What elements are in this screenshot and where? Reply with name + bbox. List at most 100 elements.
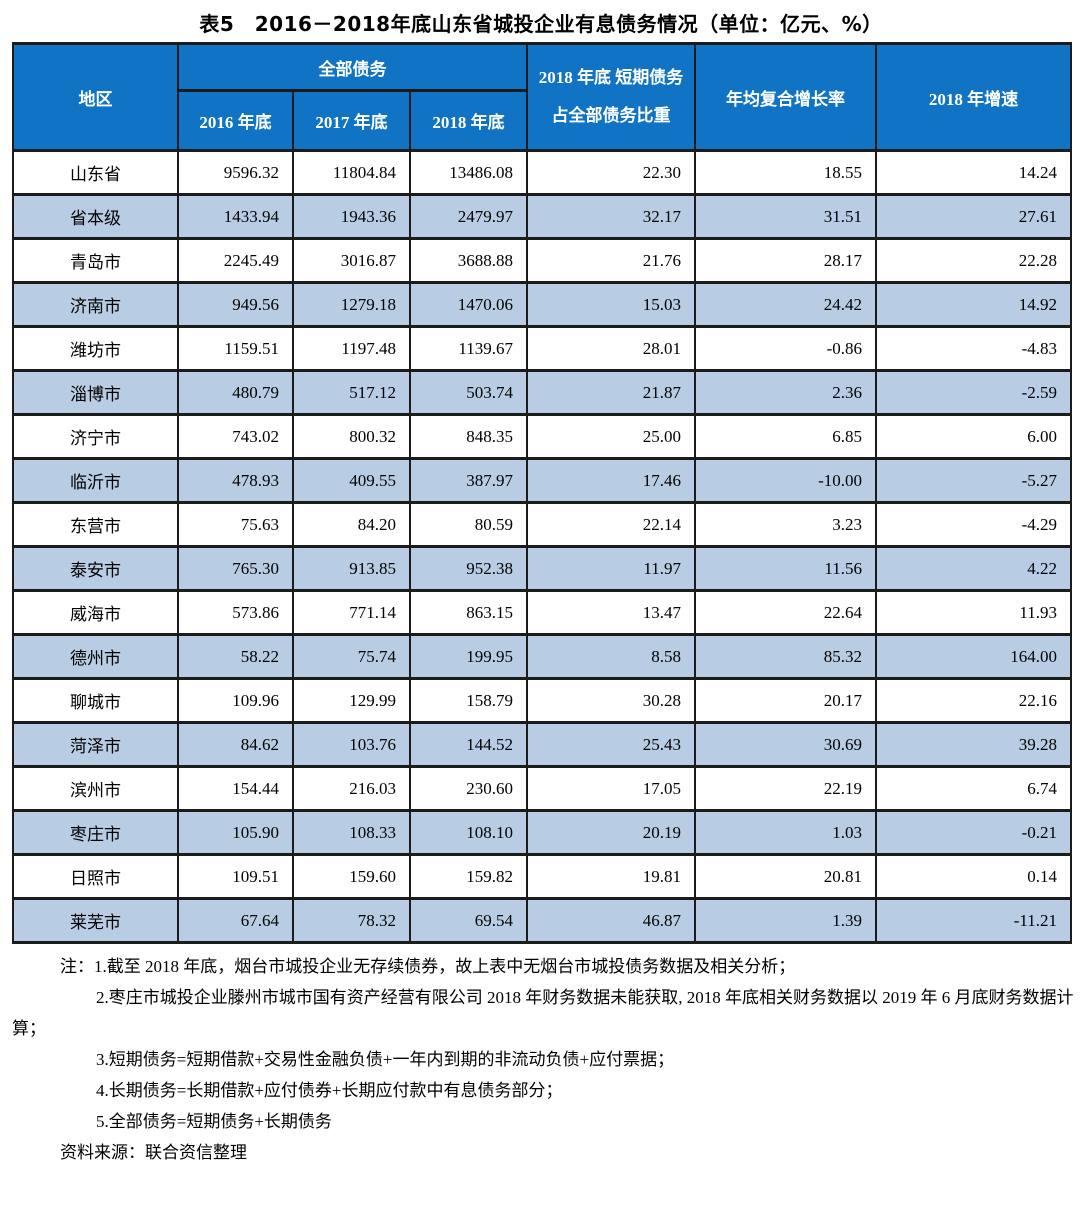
- header-growth-2018: 2018 年增速: [875, 42, 1072, 152]
- value-cell: 20.19: [526, 809, 696, 856]
- value-cell: 2245.49: [177, 237, 294, 284]
- value-cell: 387.97: [409, 457, 528, 504]
- value-cell: 75.74: [292, 633, 411, 680]
- value-cell: -5.27: [875, 457, 1072, 504]
- value-cell: 3688.88: [409, 237, 528, 284]
- value-cell: 1197.48: [292, 325, 411, 372]
- value-cell: 771.14: [292, 589, 411, 636]
- value-cell: 3016.87: [292, 237, 411, 284]
- value-cell: 25.43: [526, 721, 696, 768]
- value-cell: -2.59: [875, 369, 1072, 416]
- value-cell: 22.30: [526, 149, 696, 196]
- region-cell: 青岛市: [12, 237, 179, 284]
- value-cell: 24.42: [694, 281, 877, 328]
- value-cell: 154.44: [177, 765, 294, 812]
- table-row: 聊城市 109.96 129.99 158.79 30.28 20.17 22.16: [12, 677, 1072, 724]
- value-cell: 11.56: [694, 545, 877, 592]
- value-cell: -10.00: [694, 457, 877, 504]
- value-cell: 13.47: [526, 589, 696, 636]
- value-cell: 230.60: [409, 765, 528, 812]
- header-year-2017: 2017 年底: [292, 89, 411, 152]
- value-cell: 517.12: [292, 369, 411, 416]
- footnote: 3.短期债务=短期借款+交易性金融负债+一年内到期的非流动负债+应付票据；: [96, 1050, 675, 1069]
- source-line: 资料来源：联合资信整理: [60, 1143, 247, 1162]
- header-cagr: 年均复合增长率: [694, 42, 877, 152]
- table-row: 青岛市 2245.49 3016.87 3688.88 21.76 28.17 22.28: [12, 237, 1072, 284]
- region-cell: 枣庄市: [12, 809, 179, 856]
- value-cell: 109.96: [177, 677, 294, 724]
- value-cell: 30.69: [694, 721, 877, 768]
- value-cell: -11.21: [875, 897, 1072, 944]
- table-row: 山东省 9596.32 11804.84 13486.08 22.30 18.55 14.2…: [12, 149, 1072, 196]
- value-cell: 28.01: [526, 325, 696, 372]
- value-cell: 199.95: [409, 633, 528, 680]
- value-cell: 27.61: [875, 193, 1072, 240]
- region-cell: 泰安市: [12, 545, 179, 592]
- value-cell: 105.90: [177, 809, 294, 856]
- header-short-term-ratio: 2018 年底 短期债务占全部债务比重: [526, 42, 696, 152]
- table-row: 德州市 58.22 75.74 199.95 8.58 85.32 164.00: [12, 633, 1072, 680]
- table-row: 济南市 949.56 1279.18 1470.06 15.03 24.42 14.92: [12, 281, 1072, 328]
- region-cell: 淄博市: [12, 369, 179, 416]
- value-cell: 14.24: [875, 149, 1072, 196]
- value-cell: 800.32: [292, 413, 411, 460]
- table-row: 莱芜市 67.64 78.32 69.54 46.87 1.39 -11.21: [12, 897, 1072, 944]
- value-cell: 2.36: [694, 369, 877, 416]
- table-row: 省本级 1433.94 1943.36 2479.97 32.17 31.51 27.61: [12, 193, 1072, 240]
- region-cell: 省本级: [12, 193, 179, 240]
- table-row: 威海市 573.86 771.14 863.15 13.47 22.64 11.93: [12, 589, 1072, 636]
- value-cell: 3.23: [694, 501, 877, 548]
- value-cell: 480.79: [177, 369, 294, 416]
- value-cell: 84.62: [177, 721, 294, 768]
- value-cell: 1279.18: [292, 281, 411, 328]
- value-cell: 216.03: [292, 765, 411, 812]
- value-cell: 11.97: [526, 545, 696, 592]
- value-cell: 4.22: [875, 545, 1072, 592]
- value-cell: 1.39: [694, 897, 877, 944]
- value-cell: 21.87: [526, 369, 696, 416]
- value-cell: 46.87: [526, 897, 696, 944]
- value-cell: 84.20: [292, 501, 411, 548]
- header-year-2018: 2018 年底: [409, 89, 528, 152]
- value-cell: 108.10: [409, 809, 528, 856]
- value-cell: 6.74: [875, 765, 1072, 812]
- value-cell: 409.55: [292, 457, 411, 504]
- value-cell: 11804.84: [292, 149, 411, 196]
- value-cell: 80.59: [409, 501, 528, 548]
- footnotes: 注：1.截至 2018 年底，烟台市城投企业无存续债券，故上表中无烟台市城投债务…: [12, 951, 1074, 1168]
- value-cell: 28.17: [694, 237, 877, 284]
- report-page: 表5 2016－2018年底山东省城投企业有息债务情况（单位：亿元、%） 地区 …: [12, 12, 1074, 1168]
- region-cell: 东营市: [12, 501, 179, 548]
- footnote: 5.全部债务=短期债务+长期债务: [96, 1112, 332, 1131]
- value-cell: 67.64: [177, 897, 294, 944]
- header-year-2016: 2016 年底: [177, 89, 294, 152]
- value-cell: 913.85: [292, 545, 411, 592]
- table-row: 泰安市 765.30 913.85 952.38 11.97 11.56 4.22: [12, 545, 1072, 592]
- value-cell: 1159.51: [177, 325, 294, 372]
- debt-table: 地区 全部债务 2018 年底 短期债务占全部债务比重 年均复合增长率 2018…: [12, 42, 1072, 944]
- value-cell: 1943.36: [292, 193, 411, 240]
- value-cell: -0.86: [694, 325, 877, 372]
- region-cell: 山东省: [12, 149, 179, 196]
- value-cell: 478.93: [177, 457, 294, 504]
- value-cell: 0.14: [875, 853, 1072, 900]
- table-row: 东营市 75.63 84.20 80.59 22.14 3.23 -4.29: [12, 501, 1072, 548]
- value-cell: 743.02: [177, 413, 294, 460]
- value-cell: 22.28: [875, 237, 1072, 284]
- region-cell: 济南市: [12, 281, 179, 328]
- value-cell: 58.22: [177, 633, 294, 680]
- value-cell: 31.51: [694, 193, 877, 240]
- value-cell: 69.54: [409, 897, 528, 944]
- table-row: 菏泽市 84.62 103.76 144.52 25.43 30.69 39.28: [12, 721, 1072, 768]
- table-header: 地区 全部债务 2018 年底 短期债务占全部债务比重 年均复合增长率 2018…: [12, 42, 1072, 152]
- value-cell: 1470.06: [409, 281, 528, 328]
- region-cell: 潍坊市: [12, 325, 179, 372]
- value-cell: 1.03: [694, 809, 877, 856]
- value-cell: 17.05: [526, 765, 696, 812]
- value-cell: 1433.94: [177, 193, 294, 240]
- table-row: 日照市 109.51 159.60 159.82 19.81 20.81 0.14: [12, 853, 1072, 900]
- value-cell: 22.14: [526, 501, 696, 548]
- value-cell: 21.76: [526, 237, 696, 284]
- table-title: 表5 2016－2018年底山东省城投企业有息债务情况（单位：亿元、%）: [199, 12, 883, 36]
- value-cell: 20.81: [694, 853, 877, 900]
